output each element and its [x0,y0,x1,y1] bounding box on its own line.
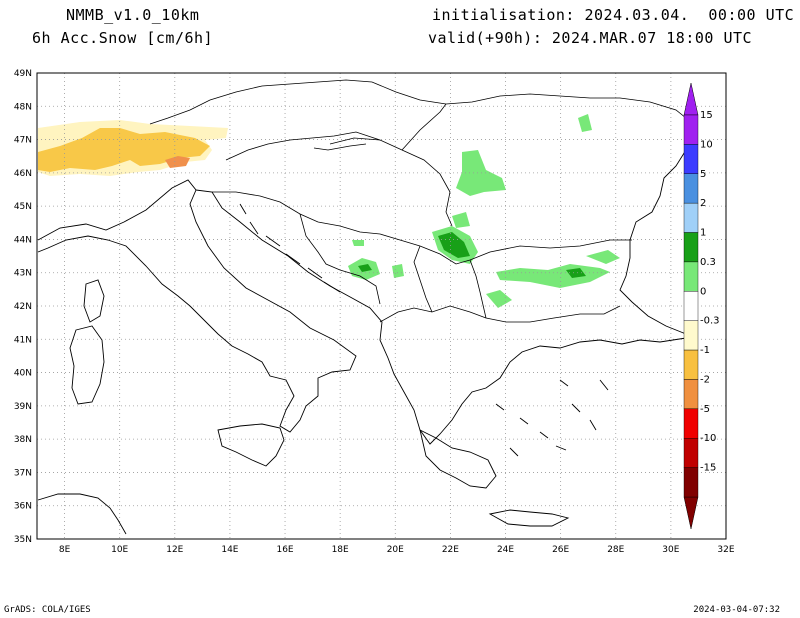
colorbar-swatch [683,349,699,380]
aegean-islands [495,379,609,457]
colorbar-swatch [683,173,699,204]
lat-label: 45N [14,202,32,212]
lon-label: 24E [497,545,514,555]
lon-label: 10E [111,545,128,555]
colorbar-swatch [683,232,699,263]
adriatic-east-coast [195,189,687,445]
lon-label: 30E [662,545,679,555]
colorbar-swatch [683,438,699,468]
colorbar: 15 10 5 2 1 0.3 0 -0.3 -1 -2 -5 -10 -15 [683,82,720,530]
lat-label: 39N [14,402,32,412]
colorbar-label: -2 [700,374,710,385]
snow-patch-kosovo [392,264,404,278]
sardinia-coast [69,325,105,405]
lat-label: 46N [14,169,32,179]
lon-label: 26E [552,545,569,555]
valid-time: valid(+90h): 2024.MAR.07 18:00 UTC [428,29,753,47]
colorbar-label: -10 [700,433,716,444]
lat-label: 38N [14,435,32,445]
init-time: initialisation: 2024.03.04. 00:00 UTC [432,6,795,24]
colorbar-swatch [683,202,699,233]
colorbar-label: 0 [700,286,706,297]
colorbar-label: 5 [700,169,706,180]
colorbar-swatch [683,408,699,439]
model-title: NMMB_v1.0_10km [66,6,200,24]
snow-patch-bosnia [352,240,364,246]
coastlines [37,149,687,535]
colorbar-label: 10 [700,139,713,150]
lon-label: 14E [221,545,238,555]
borders [149,79,687,323]
lat-label: 43N [14,269,32,279]
peloponnese-coast [419,429,497,489]
colorbar-swatch [683,320,699,351]
lat-label: 49N [14,69,32,79]
sicily-coast [217,423,285,467]
colorbar-swatch [683,291,699,321]
footer-timestamp: 2024-03-04-07:32 [693,605,780,615]
colorbar-label: 1 [700,228,706,239]
plot-frame [36,72,727,540]
lat-label: 40N [14,369,32,379]
colorbar-bottom-cap [683,496,699,530]
alps-snow-dark [165,156,190,168]
black-sea-coast [619,149,687,335]
footer-credit: GrADS: COLA/IGES [4,605,91,615]
field-title: 6h Acc.Snow [cm/6h] [32,29,214,47]
colorbar-label: -5 [700,404,710,415]
croatian-islands [239,203,341,293]
tunisia-coast [37,493,127,535]
colorbar-swatch [683,261,699,292]
italy-coast [37,179,357,433]
lat-lon-grid [37,73,726,539]
lat-label: 48N [14,102,32,112]
colorbar-top-cap [683,82,699,116]
colorbar-swatch [683,114,699,145]
colorbar-label: 2 [700,198,706,209]
lon-label: 12E [166,545,183,555]
snow-patch-bulgaria-east [586,250,620,264]
lon-label: 22E [442,545,459,555]
latitude-labels: 49N 48N 47N 46N 45N 44N 43N 42N 41N 40N 39N 38N 37N 3… [14,69,32,545]
crete-coast [488,509,570,527]
lat-label: 44N [14,235,32,245]
lat-label: 37N [14,468,32,478]
snow-patch-bulgaria-core [566,268,586,278]
snow-patch-macedonia [486,290,512,308]
lon-label: 32E [717,545,734,555]
lon-label: 20E [387,545,404,555]
snow-patch-bulgaria [496,264,610,288]
longitude-labels: 8E 10E 12E 14E 16E 18E 20E 22E 24E 26E 28E 30E 32E [59,545,735,555]
corsica-coast [83,279,105,323]
snow-patch-montenegro-core [358,264,372,272]
colorbar-label: -1 [700,345,710,356]
lon-label: 8E [59,545,71,555]
snow-patch-ukraine [578,114,592,132]
lat-label: 41N [14,335,32,345]
snow-fields [38,114,620,308]
lat-label: 47N [14,136,32,146]
colorbar-label: 15 [700,110,713,121]
lat-label: 42N [14,302,32,312]
colorbar-swatch [683,144,699,174]
colorbar-swatch [683,467,699,498]
colorbar-swatch [683,379,699,410]
lon-label: 16E [276,545,293,555]
colorbar-label: -0.3 [700,316,720,327]
colorbar-label: 0.3 [700,257,716,268]
lon-label: 28E [607,545,624,555]
lon-label: 18E [332,545,349,555]
colorbar-label: -15 [700,463,716,474]
lat-label: 36N [14,502,32,512]
lat-label: 35N [14,535,32,545]
snow-patch-serbia-core [438,232,470,258]
snow-patch-romania-south [452,212,470,228]
